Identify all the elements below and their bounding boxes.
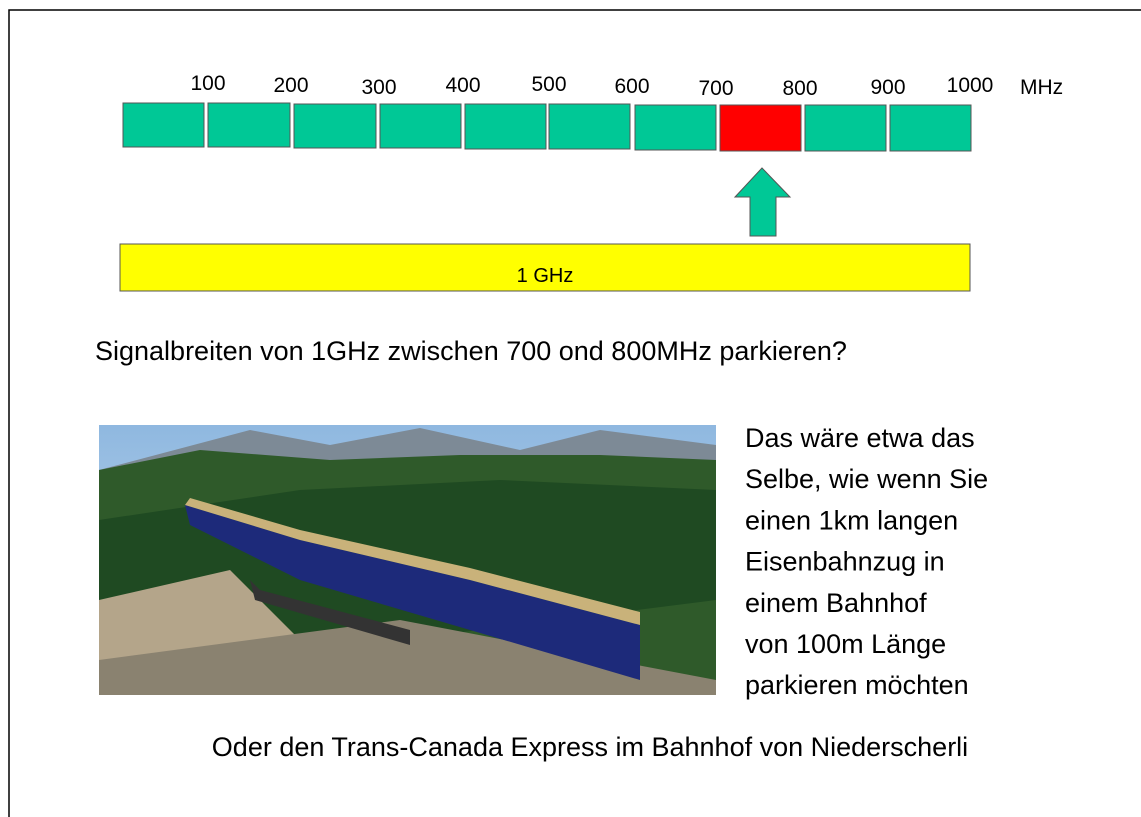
segment	[380, 104, 461, 148]
photo	[99, 425, 716, 695]
comparison-line: von 100m Länge	[745, 629, 946, 659]
segment	[805, 105, 886, 151]
comparison-line: Das wäre etwa das	[745, 423, 975, 453]
question: Signalbreiten von 1GHz zwischen 700 ond …	[95, 336, 847, 366]
comparison-line: Eisenbahnzug in	[745, 547, 945, 577]
scale-label: 600	[614, 75, 649, 98]
comparison-line: parkieren möchten	[745, 670, 969, 700]
segment	[123, 103, 204, 147]
segment	[208, 103, 290, 147]
scale-label: 400	[445, 74, 480, 97]
segment	[890, 105, 971, 151]
segment	[465, 104, 546, 149]
scale-label: 800	[782, 77, 817, 100]
unit: MHz	[1020, 76, 1063, 99]
segment	[294, 104, 376, 148]
segment	[549, 104, 630, 149]
scale-label: 300	[361, 76, 396, 99]
comparison-line: einen 1km langen	[745, 505, 958, 535]
comparison-line: Selbe, wie wenn Sie	[745, 464, 988, 494]
footer: Oder den Trans-Canada Express im Bahnhof…	[212, 732, 968, 762]
slide: 100 200 300 400 500 600 700 800 900 1000 MHz 1 GH…	[0, 0, 1141, 817]
scale-label: 1000	[947, 74, 994, 97]
segment-highlight	[720, 105, 801, 151]
bar-label: 1 GHz	[517, 265, 574, 287]
scale-label: 700	[698, 77, 733, 100]
scale-label: 200	[273, 74, 308, 97]
comparison-line: einem Bahnhof	[745, 588, 927, 618]
scale-label: 900	[870, 76, 905, 99]
scale-label: 100	[190, 72, 225, 95]
segment	[635, 105, 716, 150]
scale-label: 500	[531, 73, 566, 96]
